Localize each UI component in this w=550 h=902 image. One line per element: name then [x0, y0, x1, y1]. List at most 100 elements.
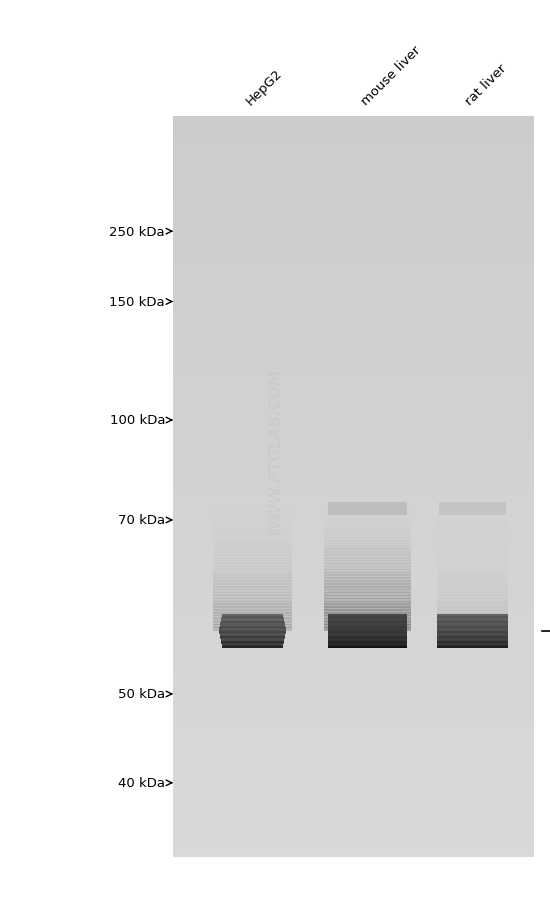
Bar	[173, 672, 534, 676]
Bar	[437, 575, 508, 578]
Bar	[173, 769, 534, 772]
Bar	[437, 629, 508, 631]
Bar	[173, 291, 534, 295]
Bar	[173, 147, 534, 151]
Bar	[173, 357, 534, 362]
Bar	[213, 511, 292, 514]
Bar	[173, 713, 534, 716]
Bar	[324, 549, 411, 552]
Bar	[173, 132, 534, 135]
Bar	[324, 582, 411, 584]
Bar	[324, 540, 411, 543]
Bar	[213, 604, 292, 607]
Bar	[213, 564, 292, 566]
Bar	[173, 443, 534, 446]
Bar	[173, 543, 534, 547]
Bar	[173, 195, 534, 198]
Bar	[213, 591, 292, 594]
Bar	[173, 439, 534, 443]
Bar	[173, 410, 534, 413]
Bar	[173, 288, 534, 291]
Bar	[173, 165, 534, 169]
Bar	[173, 709, 534, 713]
Bar	[173, 750, 534, 753]
Bar	[437, 536, 508, 538]
Bar	[437, 612, 508, 614]
Bar	[173, 575, 534, 580]
Bar	[173, 839, 534, 842]
Bar	[173, 469, 534, 473]
Bar	[213, 525, 292, 528]
Bar	[173, 258, 534, 262]
Bar	[437, 591, 508, 594]
Bar	[173, 742, 534, 746]
Bar	[213, 568, 292, 570]
Bar	[324, 604, 411, 607]
Bar	[324, 599, 411, 601]
Bar	[437, 584, 508, 587]
Bar	[173, 538, 534, 543]
Bar	[324, 524, 411, 526]
Bar	[213, 624, 292, 627]
Bar	[437, 600, 508, 603]
Bar	[324, 602, 411, 603]
Bar	[437, 539, 508, 541]
Bar	[173, 173, 534, 177]
Bar	[324, 609, 411, 612]
Bar	[173, 783, 534, 787]
Bar	[173, 254, 534, 258]
Bar	[213, 559, 292, 561]
Bar	[324, 510, 411, 512]
Bar	[173, 376, 534, 380]
Bar	[213, 588, 292, 590]
Bar	[213, 609, 292, 612]
Bar	[173, 380, 534, 383]
Bar	[173, 217, 534, 221]
Bar	[173, 779, 534, 783]
Bar	[173, 228, 534, 232]
Bar	[173, 649, 534, 653]
Bar	[173, 653, 534, 658]
Bar	[173, 723, 534, 727]
Bar	[173, 746, 534, 750]
Bar	[437, 554, 508, 557]
Bar	[213, 522, 292, 525]
Bar	[437, 574, 508, 576]
Bar	[437, 540, 508, 543]
Bar	[324, 516, 411, 519]
Bar	[173, 846, 534, 850]
Bar	[324, 579, 411, 581]
Bar	[173, 794, 534, 797]
Bar	[213, 620, 292, 622]
Bar	[173, 524, 534, 528]
Bar	[213, 615, 292, 618]
Bar	[173, 561, 534, 565]
Bar	[173, 813, 534, 816]
Bar	[173, 362, 534, 365]
Bar	[437, 542, 508, 544]
Bar	[173, 124, 534, 128]
Bar	[173, 117, 534, 121]
Bar	[213, 556, 292, 558]
Text: 250 kDa: 250 kDa	[109, 226, 165, 238]
Bar	[173, 239, 534, 243]
Bar	[437, 571, 508, 574]
Bar	[213, 549, 292, 552]
Bar	[324, 553, 411, 555]
Bar	[213, 538, 292, 539]
Bar	[324, 591, 411, 594]
Bar	[437, 562, 508, 564]
Bar	[173, 387, 534, 391]
Bar	[173, 480, 534, 483]
Bar	[173, 395, 534, 399]
Bar	[324, 518, 411, 520]
Bar	[324, 529, 411, 530]
Bar	[437, 624, 508, 627]
Bar	[173, 557, 534, 561]
Bar	[437, 545, 508, 548]
Bar	[173, 161, 534, 165]
Bar	[173, 154, 534, 158]
Bar	[213, 621, 292, 623]
Bar	[213, 608, 292, 610]
Bar	[324, 611, 411, 613]
